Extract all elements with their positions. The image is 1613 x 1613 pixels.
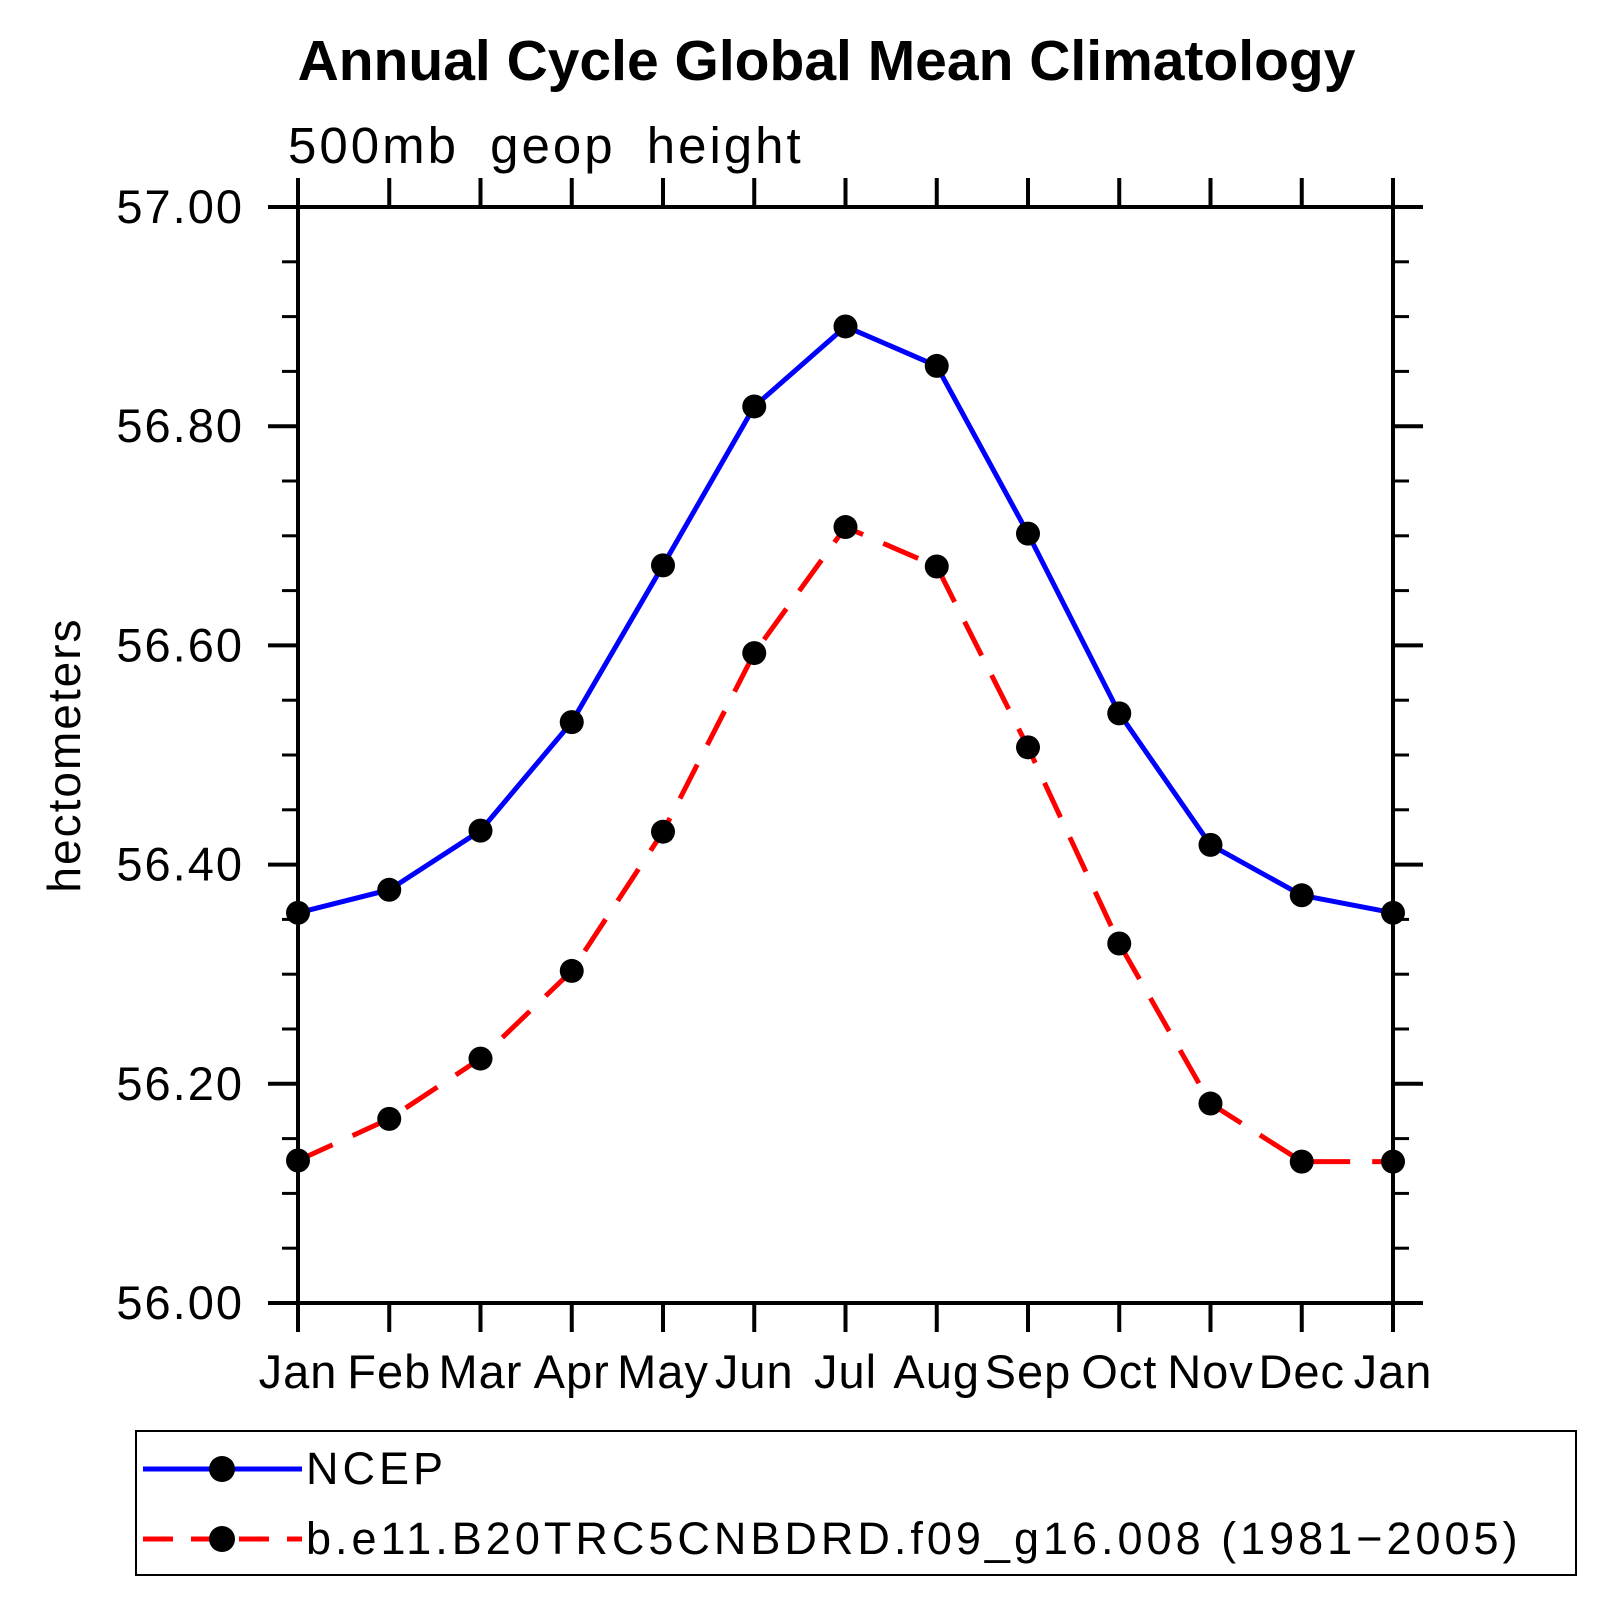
chart-title: Annual Cycle Global Mean Climatology <box>297 29 1356 93</box>
x-tick-label: Jun <box>715 1345 794 1398</box>
model-data-point-marker <box>1381 1149 1405 1174</box>
y-tick-label: 57.00 <box>116 180 244 233</box>
plot-frame <box>296 205 1395 1305</box>
ncep-series-line <box>297 323 1394 916</box>
x-tick-label: Sep <box>985 1345 1072 1398</box>
x-tick-label: Feb <box>347 1345 431 1398</box>
legend-swatch-model-line <box>143 1525 302 1552</box>
y-tick-label: 56.00 <box>116 1276 244 1329</box>
model-data-point-marker <box>1289 1149 1314 1174</box>
x-tick-label: Dec <box>1258 1345 1345 1398</box>
x-tick-label: Jul <box>814 1345 877 1398</box>
ncep-data-point-marker <box>833 314 858 339</box>
x-tick-label: Nov <box>1167 1345 1254 1398</box>
model-data-point-marker <box>651 819 675 844</box>
x-tick-label: Aug <box>893 1345 980 1398</box>
model-data-point-marker <box>1198 1091 1223 1116</box>
y-tick-label: 56.40 <box>116 838 244 891</box>
legend-marker-sample <box>209 1525 235 1552</box>
chart-subtitle: 500mb geop height <box>288 117 804 174</box>
model-data-point-marker <box>377 1106 402 1131</box>
legend-label-model: b.e11.B20TRC5CNBDRD.f09_g16.008 (1981−20… <box>306 1512 1522 1564</box>
y-tick-label: 56.80 <box>116 399 244 452</box>
y-tick-label: 56.60 <box>116 618 244 671</box>
model-data-point-marker <box>742 641 767 666</box>
model-data-point-marker <box>559 958 584 983</box>
x-tick-label: Jan <box>1354 1345 1433 1398</box>
model-data-point-marker <box>1016 735 1040 760</box>
ncep-data-point-marker <box>377 877 402 902</box>
x-tick-label: Apr <box>534 1345 610 1398</box>
ncep-data-point-marker <box>651 553 675 578</box>
legend-label-ncep: NCEP <box>306 1442 448 1494</box>
ncep-data-point-marker <box>1381 900 1405 925</box>
ncep-data-point-marker <box>1016 521 1040 546</box>
model-data-point-marker <box>924 554 949 579</box>
model-data-point-marker <box>286 1148 310 1173</box>
ncep-data-point-marker <box>286 900 310 925</box>
ncep-data-point-marker <box>924 353 949 378</box>
legend-marker-sample <box>209 1455 235 1482</box>
y-tick-label: 56.20 <box>116 1057 244 1110</box>
ncep-data-point-marker <box>559 710 584 735</box>
legend-box: NCEP b.e11.B20TRC5CNBDRD.f09_g16.008 (19… <box>135 1430 1577 1576</box>
x-tick-label: Jan <box>259 1345 338 1398</box>
x-tick-label: Mar <box>439 1345 523 1398</box>
ncep-data-point-marker <box>468 818 493 843</box>
legend-entry-model: b.e11.B20TRC5CNBDRD.f09_g16.008 (1981−20… <box>141 1503 1571 1574</box>
ncep-data-point-marker <box>1107 701 1132 726</box>
model-data-point-marker <box>1107 931 1132 956</box>
model-data-point-marker <box>833 515 858 540</box>
model-data-point-marker <box>468 1046 493 1071</box>
x-tick-label: Oct <box>1081 1345 1157 1398</box>
x-tick-label: May <box>617 1345 709 1398</box>
ncep-data-point-marker <box>1289 883 1314 908</box>
legend-entry-ncep: NCEP <box>141 1433 1571 1504</box>
legend-swatch-ncep-line <box>143 1455 302 1482</box>
ncep-data-point-marker <box>1198 832 1223 857</box>
ncep-data-point-marker <box>742 394 767 419</box>
